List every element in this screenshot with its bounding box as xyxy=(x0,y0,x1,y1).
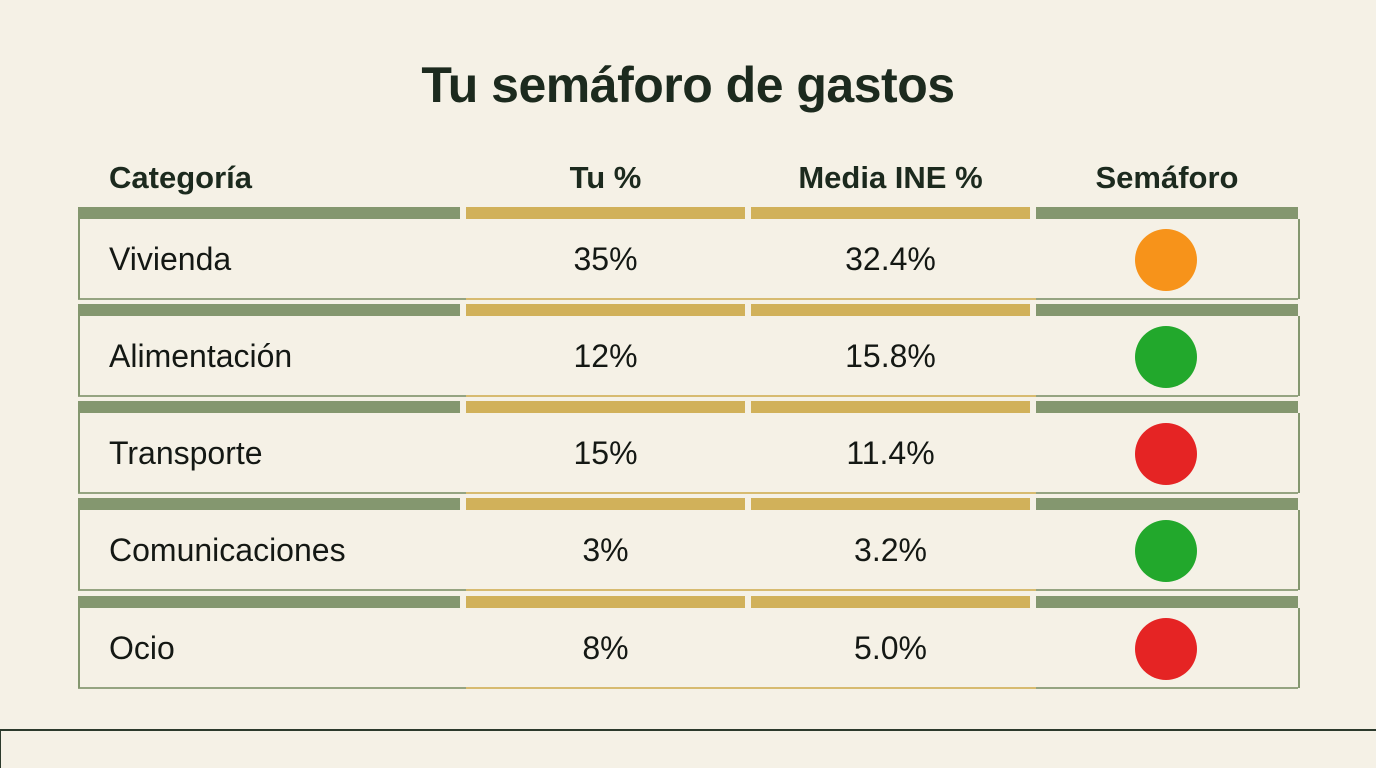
row-bottom-border xyxy=(78,589,466,591)
row-bottom-border xyxy=(78,687,466,689)
traffic-light-green-icon xyxy=(1135,520,1197,582)
row-header-bar xyxy=(78,304,460,316)
cell-category: Vivienda xyxy=(109,241,232,277)
table-row: Alimentación 12% 15.8% xyxy=(78,304,1300,397)
cell-category: Alimentación xyxy=(109,338,293,374)
row-header-bar xyxy=(1036,498,1298,510)
row-header-bar xyxy=(751,498,1030,510)
row-header-bar xyxy=(751,596,1030,608)
cell-ine: 3.2% xyxy=(854,532,927,568)
row-header-bar xyxy=(78,596,460,608)
row-box xyxy=(78,316,1300,396)
cell-category: Comunicaciones xyxy=(109,532,346,568)
traffic-light-red-icon xyxy=(1135,618,1197,680)
row-bottom-border xyxy=(1036,298,1298,300)
row-header-bar xyxy=(751,401,1030,413)
row-header-bar xyxy=(466,596,745,608)
table-row: Ocio 8% 5.0% xyxy=(78,596,1300,689)
row-header-bar xyxy=(1036,207,1298,219)
cell-yours: 35% xyxy=(573,241,638,277)
row-header-bar xyxy=(78,498,460,510)
table-row: Transporte 15% 11.4% xyxy=(78,401,1300,494)
panel-border xyxy=(0,729,1,768)
row-header-bar xyxy=(1036,596,1298,608)
cell-ine: 5.0% xyxy=(854,630,927,666)
header-light: Semáforo xyxy=(1095,160,1239,195)
row-header-bar xyxy=(751,304,1030,316)
divider xyxy=(0,729,1376,731)
cell-category: Ocio xyxy=(109,630,175,666)
row-bottom-border xyxy=(466,687,1036,689)
row-header-bar xyxy=(466,207,745,219)
row-box xyxy=(78,608,1300,688)
cell-ine: 15.8% xyxy=(845,338,936,374)
traffic-light-green-icon xyxy=(1135,326,1197,388)
header-yours: Tu % xyxy=(569,160,642,195)
row-box xyxy=(78,219,1300,299)
row-header-bar xyxy=(751,207,1030,219)
row-header-bar xyxy=(1036,401,1298,413)
row-bottom-border xyxy=(78,492,466,494)
traffic-light-red-icon xyxy=(1135,423,1197,485)
row-bottom-border xyxy=(1036,589,1298,591)
row-bottom-border xyxy=(466,589,1036,591)
cell-ine: 32.4% xyxy=(845,241,936,277)
cell-ine: 11.4% xyxy=(846,435,935,471)
row-bottom-border xyxy=(1036,492,1298,494)
row-box xyxy=(78,413,1300,493)
row-bottom-border xyxy=(466,298,1036,300)
row-bottom-border xyxy=(1036,687,1298,689)
row-bottom-border xyxy=(466,395,1036,397)
cell-category: Transporte xyxy=(109,435,263,471)
row-header-bar xyxy=(78,401,460,413)
header-ine: Media INE % xyxy=(798,160,983,195)
cell-yours: 8% xyxy=(582,630,629,666)
row-bottom-border xyxy=(1036,395,1298,397)
cell-yours: 15% xyxy=(573,435,638,471)
row-box xyxy=(78,510,1300,590)
row-header-bar xyxy=(466,304,745,316)
row-header-bar xyxy=(466,401,745,413)
header-category: Categoría xyxy=(109,160,252,195)
row-header-bar xyxy=(1036,304,1298,316)
page-title: Tu semáforo de gastos xyxy=(421,57,955,113)
table-row: Vivienda 35% 32.4% xyxy=(78,207,1300,300)
row-bottom-border xyxy=(78,298,466,300)
traffic-light-orange-icon xyxy=(1135,229,1197,291)
table-row: Comunicaciones 3% 3.2% xyxy=(78,498,1300,591)
row-header-bar xyxy=(78,207,460,219)
cell-yours: 3% xyxy=(582,532,629,568)
row-header-bar xyxy=(466,498,745,510)
cell-yours: 12% xyxy=(573,338,638,374)
row-bottom-border xyxy=(466,492,1036,494)
row-bottom-border xyxy=(78,395,466,397)
